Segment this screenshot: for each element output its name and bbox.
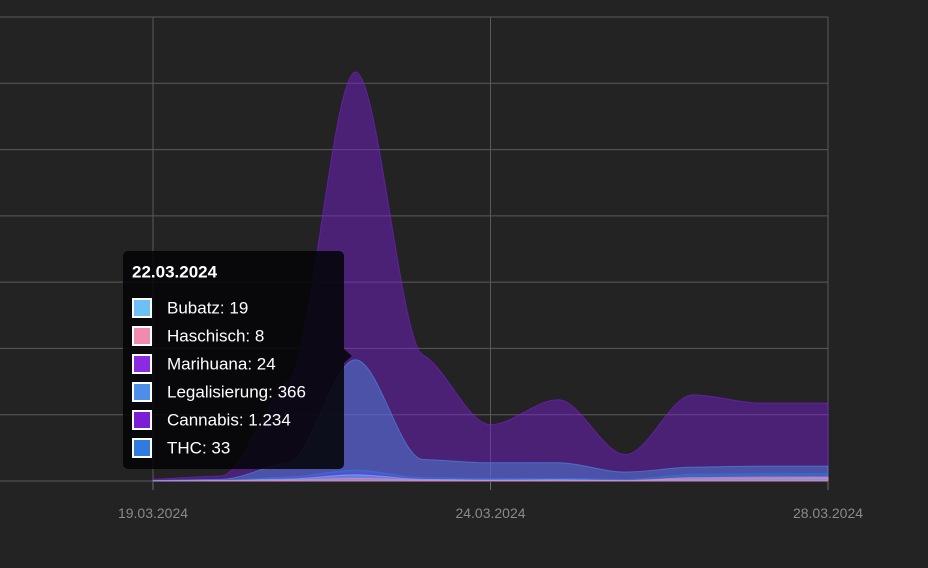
tooltip-swatch [132, 438, 152, 458]
tooltip-swatch [132, 298, 152, 318]
tooltip-item: Haschisch: 8 [167, 326, 264, 345]
tooltip-item: Bubatz: 19 [167, 298, 248, 317]
x-tick-label: 24.03.2024 [455, 505, 525, 521]
x-tick-label: 19.03.2024 [118, 505, 188, 521]
area [152, 476, 829, 482]
tooltip-swatch [132, 354, 152, 374]
tooltip: 22.03.2024 Bubatz: 19 Haschisch: 8 Marihua… [123, 251, 352, 469]
area [152, 469, 829, 482]
tooltip-arrow [344, 349, 352, 363]
tooltip-swatch [132, 410, 152, 430]
tooltip-item: Marihuana: 24 [167, 354, 276, 373]
x-tick-label: 28.03.2024 [793, 505, 863, 521]
tooltip-item: Legalisierung: 366 [167, 382, 306, 401]
tooltip-item: THC: 33 [167, 438, 230, 457]
x-axis: 19.03.2024 24.03.2024 28.03.2024 [118, 481, 863, 521]
tooltip-title: 22.03.2024 [132, 262, 218, 281]
tooltip-swatch [132, 382, 152, 402]
tooltip-swatch [132, 326, 152, 346]
tooltip-box [123, 251, 344, 469]
tooltip-item: Cannabis: 1.234 [167, 410, 291, 429]
